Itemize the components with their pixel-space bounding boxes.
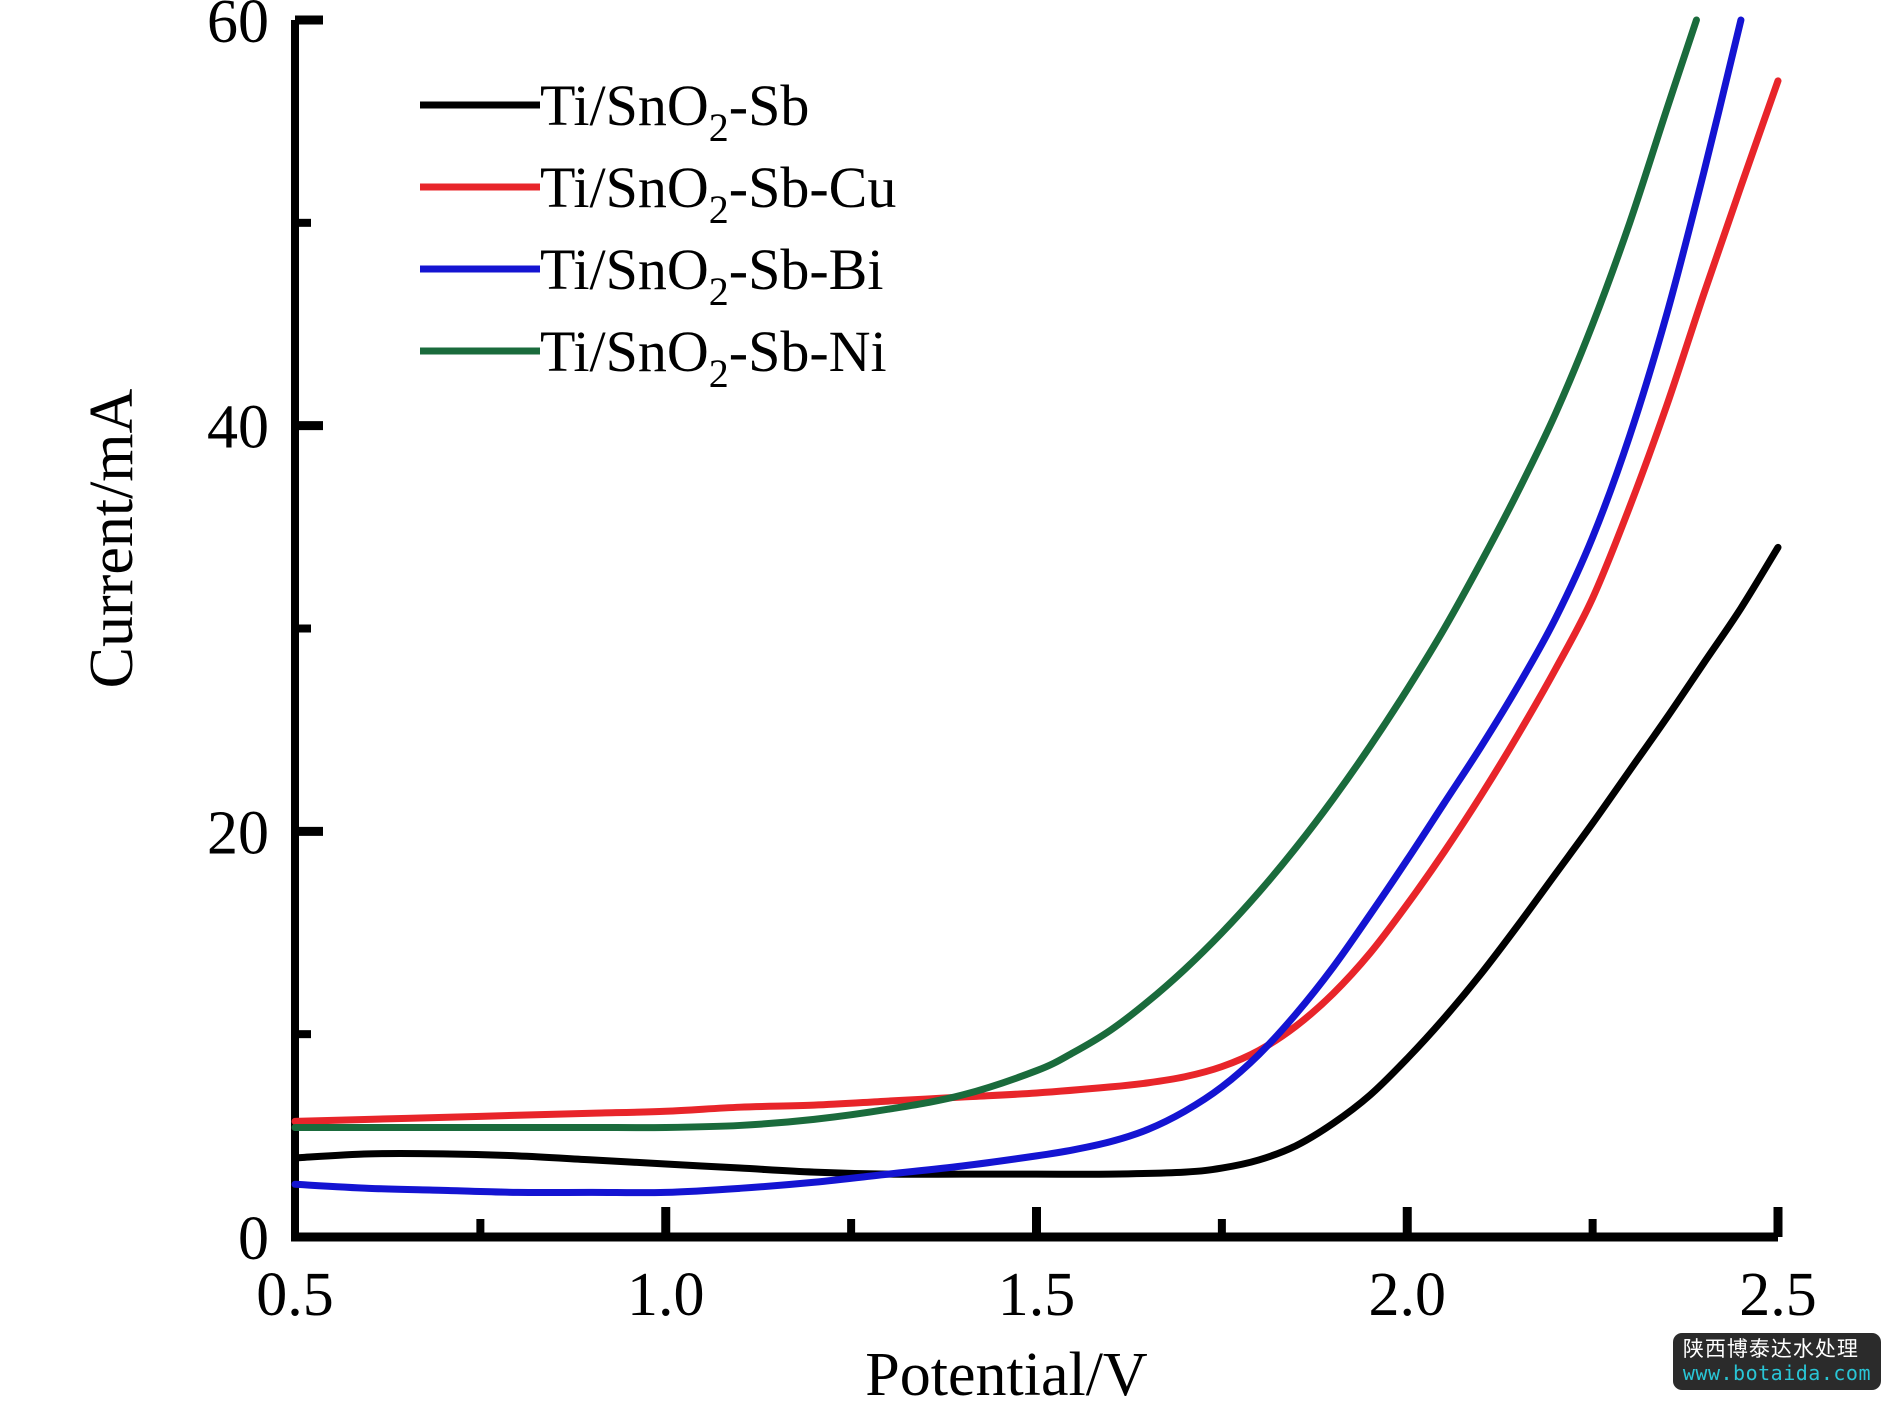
- watermark-company-name: 陕西博泰达水处理: [1682, 1337, 1859, 1362]
- axis-ticks: [295, 15, 1783, 1242]
- axes: [291, 20, 1782, 1242]
- y-tick-label: 20: [207, 799, 269, 867]
- y-tick-label: 0: [238, 1205, 269, 1273]
- series-line-ti-sno2-sb-ni: [291, 16, 1700, 1132]
- x-tick-label: 2.0: [1369, 1261, 1447, 1329]
- y-tick-label: 40: [207, 394, 269, 462]
- x-axis-title: Potential/V: [865, 1341, 1148, 1409]
- chart-legend: Ti/SnO2-SbTi/SnO2-Sb-CuTi/SnO2-Sb-BiTi/S…: [420, 73, 896, 396]
- y-axis-title: Current/mA: [78, 388, 146, 688]
- legend-label: Ti/SnO2-Sb: [540, 73, 809, 150]
- watermark-url: www.botaida.com: [1682, 1360, 1871, 1385]
- axis-titles: Potential/V Current/mA: [78, 388, 1148, 1409]
- series-line-ti-sno2-sb-cu: [291, 77, 1782, 1125]
- x-tick-label: 1.5: [998, 1261, 1076, 1329]
- watermark-badge: 陕西博泰达水处理 www.botaida.com: [1672, 1333, 1881, 1390]
- y-tick-label: 60: [207, 0, 269, 56]
- data-series: [291, 16, 1782, 1197]
- x-tick-label: 2.5: [1739, 1261, 1817, 1329]
- axis-tick-labels: 0 20 40 60 0.5 1.0 1.5 2.0 2.5: [207, 0, 1817, 1329]
- legend-label: Ti/SnO2-Sb-Bi: [540, 237, 883, 314]
- x-tick-label: 1.0: [627, 1261, 705, 1329]
- series-line-ti-sno2-sb-bi: [291, 16, 1745, 1197]
- legend-label: Ti/SnO2-Sb-Ni: [540, 319, 887, 396]
- series-line-ti-sno2-sb: [291, 543, 1782, 1178]
- x-tick-label: 0.5: [256, 1261, 334, 1329]
- legend-label: Ti/SnO2-Sb-Cu: [540, 155, 896, 232]
